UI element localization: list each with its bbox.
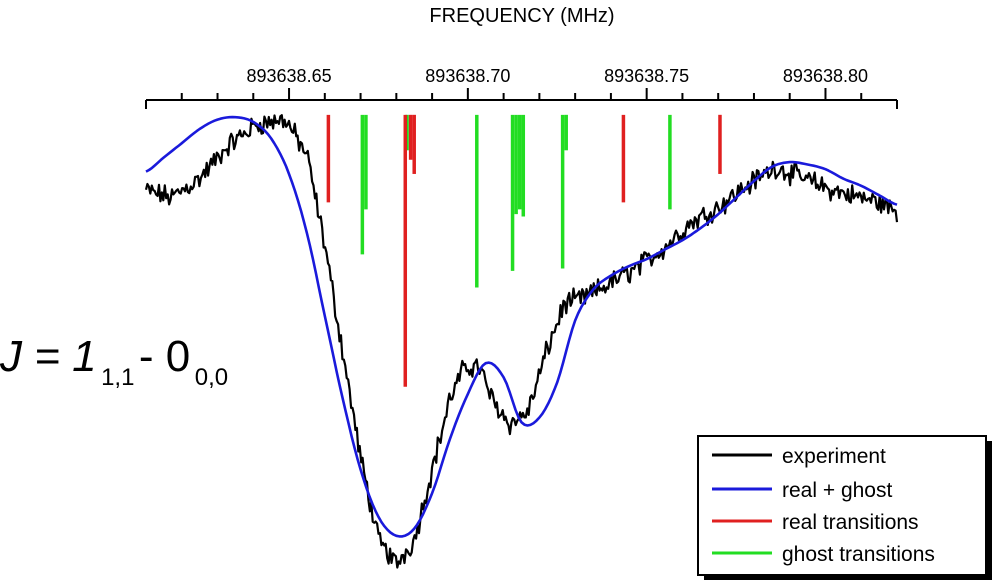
transition-sticks	[326, 114, 722, 387]
svg-text:J = 1 1,1 - 0: J = 1 1,1 - 0 0,0	[0, 332, 228, 391]
real-transition-sticks	[326, 114, 722, 387]
fit-line	[145, 115, 898, 538]
transition-annotation: J = 1 1,1 - 0 0,0	[0, 332, 228, 391]
x-tick-label: 893638.75	[604, 66, 689, 86]
legend-label-fit: real + ghost	[782, 479, 892, 502]
experiment-line	[144, 114, 899, 569]
annotation-sub1: 1,1	[101, 364, 134, 391]
x-tick-labels: 893638.65 893638.70 893638.75 893638.80	[247, 66, 869, 86]
ghost-transition-sticks	[360, 114, 672, 288]
legend-label-experiment: experiment	[782, 445, 886, 468]
legend-label-real: real transitions	[782, 511, 919, 534]
x-tick-label: 893638.70	[425, 66, 510, 86]
annotation-sub2: 0,0	[195, 364, 228, 391]
legend: experiment real + ghost real transitions…	[697, 435, 992, 580]
x-tick-label: 893638.80	[783, 66, 868, 86]
annotation-dash: - 0	[139, 332, 190, 381]
annotation-main: J = 1	[0, 332, 97, 381]
x-axis-title: FREQUENCY (MHz)	[429, 5, 614, 27]
spectrum-lines	[144, 114, 899, 569]
x-axis	[145, 88, 898, 109]
x-tick-label: 893638.65	[247, 66, 332, 86]
legend-label-ghost: ghost transitions	[782, 543, 935, 566]
